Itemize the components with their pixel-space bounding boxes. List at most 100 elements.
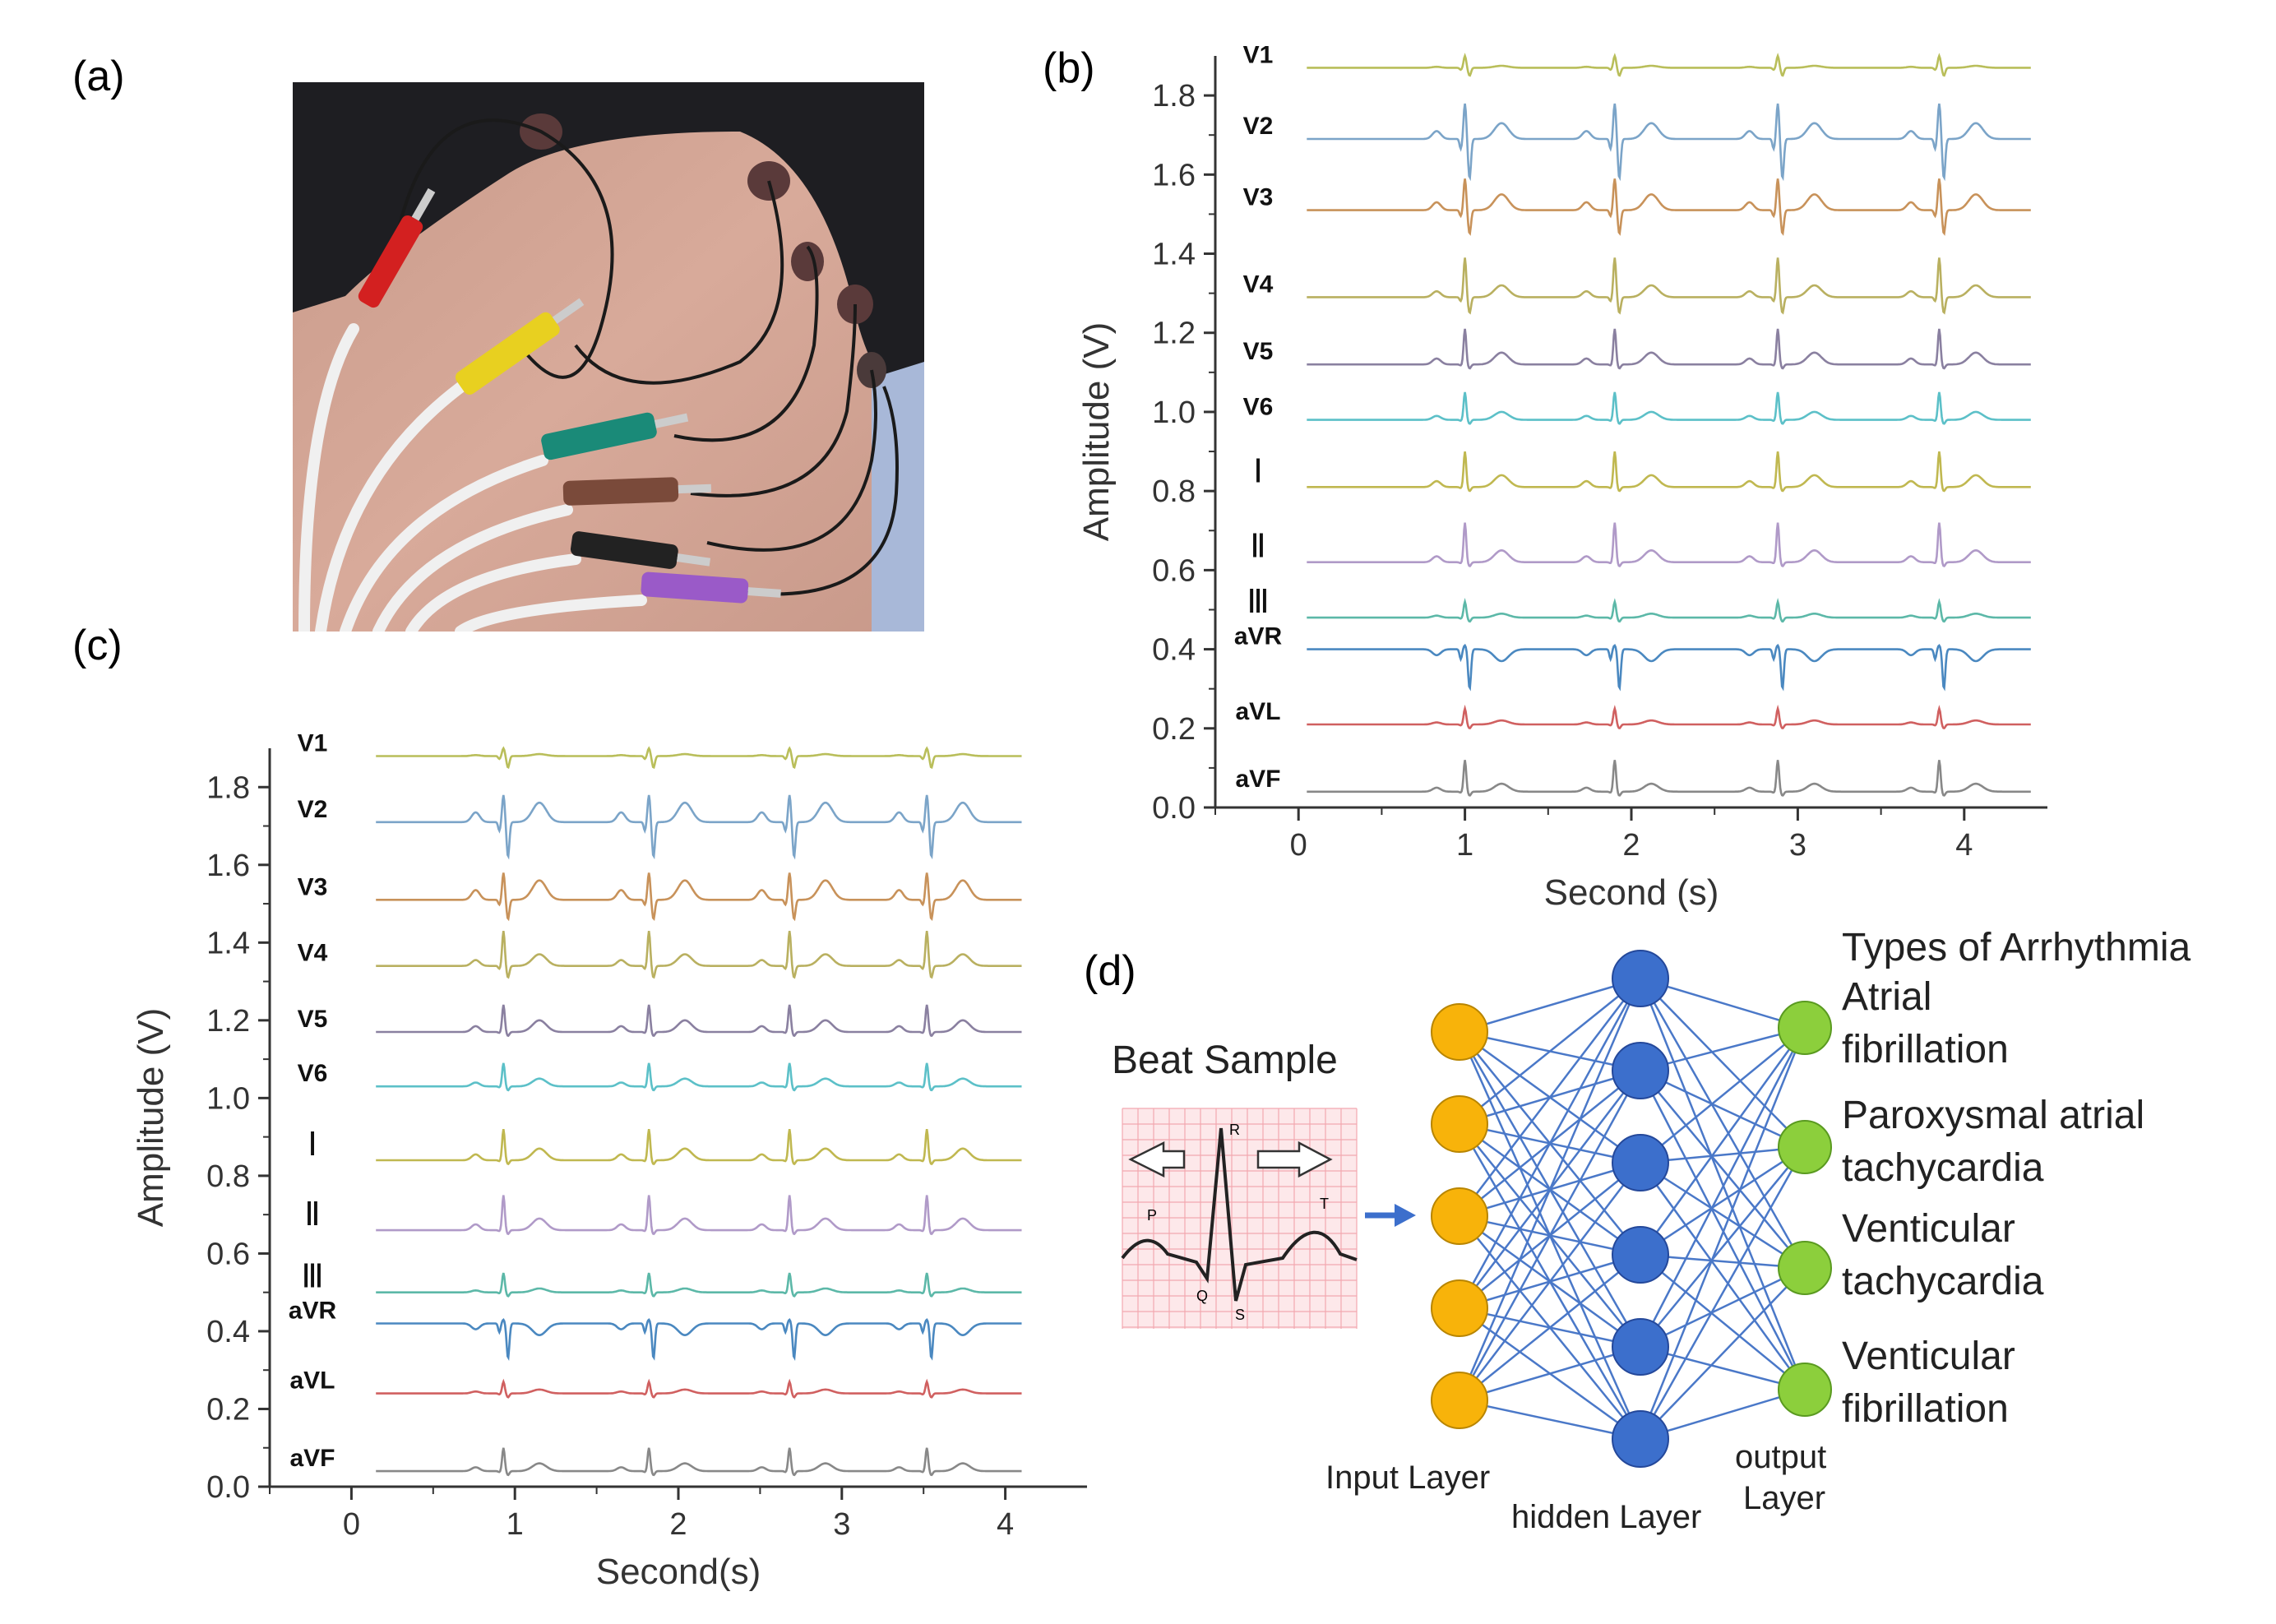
connector-brown: [562, 477, 712, 506]
x-tick-label: 0: [343, 1507, 360, 1542]
x-tick-label: 3: [833, 1507, 850, 1542]
hidden-node: [1612, 1134, 1669, 1191]
output-node: [1778, 1363, 1832, 1417]
y-tick-label: 0.6: [1152, 553, 1196, 588]
ecg-trace-aVR: [376, 1317, 1022, 1361]
wave-label-r: R: [1229, 1122, 1240, 1138]
y-tick-label: 1.6: [206, 849, 250, 883]
x-tick-label: 0: [1290, 828, 1307, 863]
lead-label: Ⅲ: [301, 1259, 324, 1295]
ecg-trace-aVL: [1307, 704, 2031, 730]
y-tick-label: 0.8: [1152, 474, 1196, 509]
edge: [1458, 978, 1642, 1401]
edge: [1458, 978, 1642, 1309]
ecg-trace-V3: [376, 872, 1022, 922]
y-tick-label: 1.6: [1152, 158, 1196, 192]
edge: [1640, 1267, 1806, 1440]
output-class-label: fibrillation: [1842, 1028, 2009, 1071]
wave-label-q: Q: [1196, 1288, 1208, 1304]
panel-label-a: (a): [72, 53, 125, 100]
edge: [1459, 977, 1641, 1034]
dark-cloth: [293, 82, 924, 428]
lead-label: V4: [1243, 271, 1274, 298]
lead-label: Ⅱ: [1250, 529, 1266, 565]
neural-network-diagram: Beat Sample P Q R S T Input Layer hidden…: [1112, 926, 2190, 1535]
output-class-label: tachycardia: [1842, 1146, 2044, 1190]
edge: [1459, 1345, 1641, 1402]
ecg-trace-Ⅰ: [376, 1129, 1022, 1166]
y-tick-label: 0.4: [206, 1315, 250, 1349]
y-tick-label: 0.0: [1152, 791, 1196, 826]
left-arrow-icon: [1128, 1141, 1186, 1178]
wave-label-s: S: [1235, 1307, 1245, 1323]
x-tick-label: 1: [1456, 828, 1473, 863]
lead-label: aVF: [289, 1445, 335, 1472]
panel-label-d: (d): [1084, 947, 1136, 995]
output-layer-label-2: Layer: [1743, 1480, 1825, 1516]
y-tick-label: 0.8: [206, 1159, 250, 1194]
wave-label-p: P: [1147, 1207, 1157, 1224]
edge: [1639, 1027, 1806, 1256]
ecg-trace-aVF: [1307, 760, 2031, 797]
connector-red: [358, 187, 436, 308]
wave-label-t: T: [1320, 1196, 1329, 1212]
right-arrow-icon: [1256, 1141, 1333, 1178]
lead-label: V5: [1243, 338, 1274, 365]
connector-yellow: [455, 298, 585, 395]
ecg-trace-V5: [376, 1004, 1022, 1038]
y-tick-label: 0.0: [206, 1470, 250, 1505]
input-node: [1431, 1279, 1488, 1337]
y-tick-label: 0.2: [206, 1392, 250, 1427]
edge: [1459, 978, 1641, 1217]
lead-label: V2: [298, 796, 328, 823]
edge: [1640, 1161, 1806, 1270]
output-node: [1778, 1001, 1832, 1055]
edge: [1459, 978, 1641, 1125]
ecg-trace-V6: [376, 1062, 1022, 1092]
hidden-node: [1612, 1042, 1669, 1099]
x-tick-label: 4: [997, 1507, 1014, 1542]
output-class-label: tachycardia: [1842, 1260, 2044, 1303]
edge: [1640, 1069, 1806, 1149]
y-tick-label: 1.8: [1152, 79, 1196, 113]
edge: [1639, 1146, 1806, 1440]
lead-label: V4: [298, 940, 328, 967]
panel-label-c: (c): [72, 622, 123, 669]
beat-sample-image: P Q R S T: [1121, 1108, 1358, 1329]
lead-label: aVF: [1235, 766, 1280, 793]
hidden-node: [1612, 1318, 1669, 1376]
lead-label: V5: [298, 1006, 328, 1033]
edge: [1640, 978, 1806, 1148]
output-class-label: Paroxysmal atrial: [1842, 1094, 2144, 1137]
y-tick-label: 1.4: [206, 926, 250, 960]
hidden-node: [1612, 950, 1669, 1007]
ecg-trace-aVR: [1307, 643, 2031, 692]
y-tick-label: 0.6: [206, 1237, 250, 1271]
hidden-node: [1612, 1226, 1669, 1284]
y-tick-label: 1.2: [206, 1004, 250, 1039]
ecg-trace-V6: [1307, 391, 2031, 425]
edge: [1640, 1254, 1806, 1390]
beat-waveform: [1121, 1127, 1358, 1302]
output-class-label: Venticular: [1842, 1207, 2015, 1251]
input-layer-label: Input Layer: [1325, 1460, 1490, 1496]
lead-label: V1: [298, 729, 328, 756]
y-tick-label: 1.8: [206, 770, 250, 805]
output-layer-label-1: output: [1735, 1439, 1826, 1475]
beat-sample-title: Beat Sample: [1112, 1039, 1338, 1082]
edge: [1640, 1146, 1806, 1348]
hidden-node: [1612, 1410, 1669, 1468]
lead-label: aVR: [1234, 623, 1283, 650]
edge: [1639, 1070, 1806, 1390]
ecg-trace-Ⅰ: [1307, 451, 2031, 493]
output-class-label: fibrillation: [1842, 1387, 2009, 1431]
output-class-label: Venticular: [1842, 1335, 2015, 1378]
hidden-layer-label: hidden Layer: [1511, 1499, 1701, 1535]
lead-label: Ⅰ: [1253, 453, 1263, 489]
x-tick-label: 3: [1789, 828, 1806, 863]
edge: [1459, 1162, 1641, 1401]
output-title: Types of Arrhythmia: [1842, 926, 2190, 969]
input-node: [1431, 1003, 1488, 1061]
lead-label: V6: [1243, 394, 1274, 421]
